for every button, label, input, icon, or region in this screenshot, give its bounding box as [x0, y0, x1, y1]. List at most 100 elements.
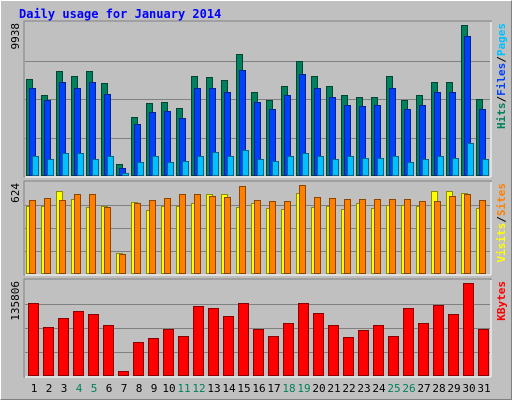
- x-tick-label: 26: [402, 382, 415, 395]
- bar-pages-day-15: [242, 150, 249, 176]
- bar-sites-day-7: [119, 254, 126, 274]
- x-tick-label: 13: [207, 382, 220, 395]
- bar-sites-day-12: [194, 194, 201, 274]
- bar-kbytes-day-4: [73, 311, 84, 376]
- x-tick-label: 20: [312, 382, 325, 395]
- ymax-label-hits: 9938: [9, 23, 22, 50]
- legend-kbytes: KBytes: [495, 281, 508, 321]
- bar-pages-day-30: [467, 143, 474, 176]
- legend-entry: Visits: [495, 223, 508, 263]
- x-tick-label: 10: [162, 382, 175, 395]
- bar-pages-day-20: [317, 156, 324, 176]
- bar-pages-day-24: [377, 158, 384, 176]
- x-tick-label: 4: [76, 382, 83, 395]
- bar-pages-day-16: [257, 159, 264, 176]
- bar-kbytes-day-3: [58, 318, 69, 376]
- bar-sites-day-2: [44, 198, 51, 274]
- x-tick-label: 29: [447, 382, 460, 395]
- bar-pages-day-21: [332, 159, 339, 176]
- bar-pages-day-2: [47, 159, 54, 176]
- bar-sites-day-24: [374, 199, 381, 274]
- bar-kbytes-day-21: [328, 325, 339, 376]
- bar-sites-day-22: [344, 199, 351, 274]
- x-tick-label: 8: [136, 382, 143, 395]
- x-tick-label: 22: [342, 382, 355, 395]
- x-tick-label: 12: [192, 382, 205, 395]
- bar-pages-day-5: [92, 159, 99, 176]
- x-tick-label: 25: [387, 382, 400, 395]
- bar-pages-day-12: [197, 156, 204, 176]
- bar-kbytes-day-8: [133, 342, 144, 376]
- legend-entry: Sites: [495, 183, 508, 216]
- bar-sites-day-15: [239, 186, 246, 274]
- bar-kbytes-day-12: [193, 306, 204, 376]
- bar-kbytes-day-17: [268, 336, 279, 376]
- bar-pages-day-26: [407, 162, 414, 176]
- bar-sites-day-20: [314, 197, 321, 274]
- x-tick-label: 14: [222, 382, 236, 395]
- x-tick-label: 5: [91, 382, 98, 395]
- bar-kbytes-day-6: [103, 325, 114, 376]
- bar-sites-day-11: [179, 194, 186, 274]
- bar-kbytes-day-5: [88, 314, 99, 376]
- bar-pages-day-6: [107, 156, 114, 176]
- bar-pages-day-7: [122, 173, 129, 176]
- x-tick-label: 21: [327, 382, 340, 395]
- bar-pages-day-19: [302, 153, 309, 176]
- bar-kbytes-day-24: [373, 325, 384, 376]
- x-tick-label: 30: [462, 382, 475, 395]
- legend-entry: Hits: [495, 103, 508, 130]
- bar-kbytes-day-10: [163, 329, 174, 376]
- bar-kbytes-day-18: [283, 323, 294, 376]
- bar-kbytes-day-2: [43, 327, 54, 376]
- x-tick-label: 2: [46, 382, 53, 395]
- bar-kbytes-day-16: [253, 329, 264, 376]
- legend-visits: Visits/Sites: [495, 183, 508, 263]
- bar-kbytes-day-22: [343, 337, 354, 376]
- legend-entry: /: [495, 216, 508, 223]
- x-tick-label: 24: [372, 382, 386, 395]
- bar-sites-day-16: [254, 200, 261, 274]
- bar-sites-day-5: [89, 194, 96, 274]
- x-tick-label: 7: [121, 382, 128, 395]
- x-tick-label: 19: [297, 382, 310, 395]
- bar-sites-day-6: [104, 207, 111, 274]
- bar-pages-day-9: [152, 156, 159, 176]
- bar-pages-day-25: [392, 156, 399, 176]
- x-tick-label: 1: [31, 382, 38, 395]
- bar-kbytes-day-7: [118, 371, 129, 376]
- x-tick-label: 27: [417, 382, 430, 395]
- legend-entry: Pages: [495, 23, 508, 56]
- x-tick-label: 18: [282, 382, 295, 395]
- bar-kbytes-day-31: [478, 329, 489, 376]
- x-tick-label: 31: [477, 382, 490, 395]
- bar-kbytes-day-13: [208, 308, 219, 376]
- bar-kbytes-day-19: [298, 303, 309, 376]
- x-tick-label: 6: [106, 382, 113, 395]
- bar-sites-day-9: [149, 200, 156, 274]
- bar-sites-day-31: [479, 200, 486, 274]
- bar-sites-day-29: [449, 196, 456, 274]
- bar-kbytes-day-26: [403, 308, 414, 376]
- legend-hits: Hits/Files/Pages: [495, 23, 508, 129]
- bar-kbytes-day-20: [313, 313, 324, 376]
- bar-sites-day-3: [59, 200, 66, 274]
- bar-kbytes-day-23: [358, 330, 369, 376]
- bar-kbytes-day-14: [223, 316, 234, 376]
- bar-sites-day-25: [389, 199, 396, 274]
- bar-kbytes-day-28: [433, 305, 444, 376]
- legend-entry: KBytes: [495, 281, 508, 321]
- bar-sites-day-8: [134, 203, 141, 274]
- ymax-label-visits: 624: [9, 183, 22, 203]
- bar-pages-day-1: [32, 156, 39, 176]
- bar-sites-day-18: [284, 201, 291, 274]
- x-tick-label: 23: [357, 382, 370, 395]
- x-tick-label: 28: [432, 382, 445, 395]
- x-tick-label: 9: [151, 382, 158, 395]
- bar-pages-day-3: [62, 153, 69, 176]
- bar-pages-day-14: [227, 156, 234, 176]
- bar-pages-day-10: [167, 162, 174, 176]
- bar-pages-day-18: [287, 156, 294, 176]
- bar-sites-day-10: [164, 198, 171, 274]
- chart-title: Daily usage for January 2014: [19, 7, 222, 21]
